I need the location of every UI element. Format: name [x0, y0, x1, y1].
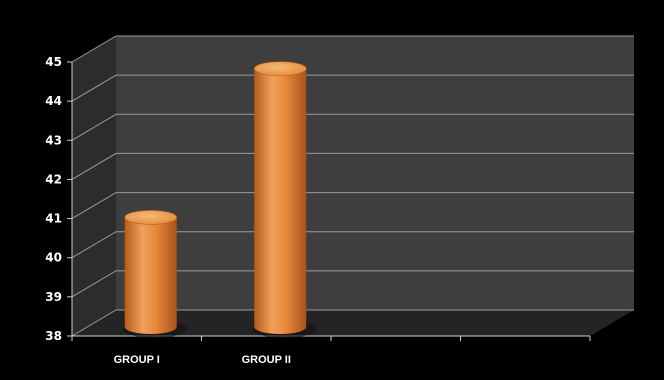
- y-tick-label: 42: [45, 172, 62, 186]
- gridline: [71, 270, 634, 298]
- y-tick-label: 40: [45, 251, 62, 265]
- y-tick-label: 41: [45, 212, 62, 226]
- gridline: [71, 192, 634, 220]
- bar-body: [124, 217, 177, 334]
- gridline: [71, 309, 634, 337]
- gridline: [71, 113, 634, 141]
- x-tick-labels: GROUP I GROUP II: [114, 354, 291, 366]
- y-tick-label: 44: [45, 94, 62, 108]
- x-tick-label: GROUP I: [114, 354, 160, 366]
- y-tick-label: 38: [45, 329, 62, 343]
- gridlines: [71, 35, 634, 337]
- floor: [72, 310, 634, 336]
- gridline: [71, 74, 634, 102]
- y-tick-label: 45: [45, 55, 62, 69]
- bars: [122, 61, 317, 338]
- y-tick-label: 43: [45, 133, 62, 147]
- side-wall: [72, 36, 116, 336]
- y-tick-labels: 38 39 40 41 42 43 44 45: [45, 55, 62, 343]
- plot-walls: [72, 36, 634, 336]
- bar-body: [254, 68, 307, 335]
- bar-top: [253, 61, 307, 76]
- bar-top: [124, 210, 178, 225]
- gridline: [71, 152, 634, 180]
- x-tick-label: GROUP II: [242, 354, 291, 366]
- gridline: [71, 35, 634, 63]
- gridline: [71, 231, 634, 259]
- bar: [122, 210, 187, 338]
- back-wall: [116, 36, 634, 310]
- y-tick-label: 39: [45, 290, 62, 304]
- bar: [252, 61, 317, 338]
